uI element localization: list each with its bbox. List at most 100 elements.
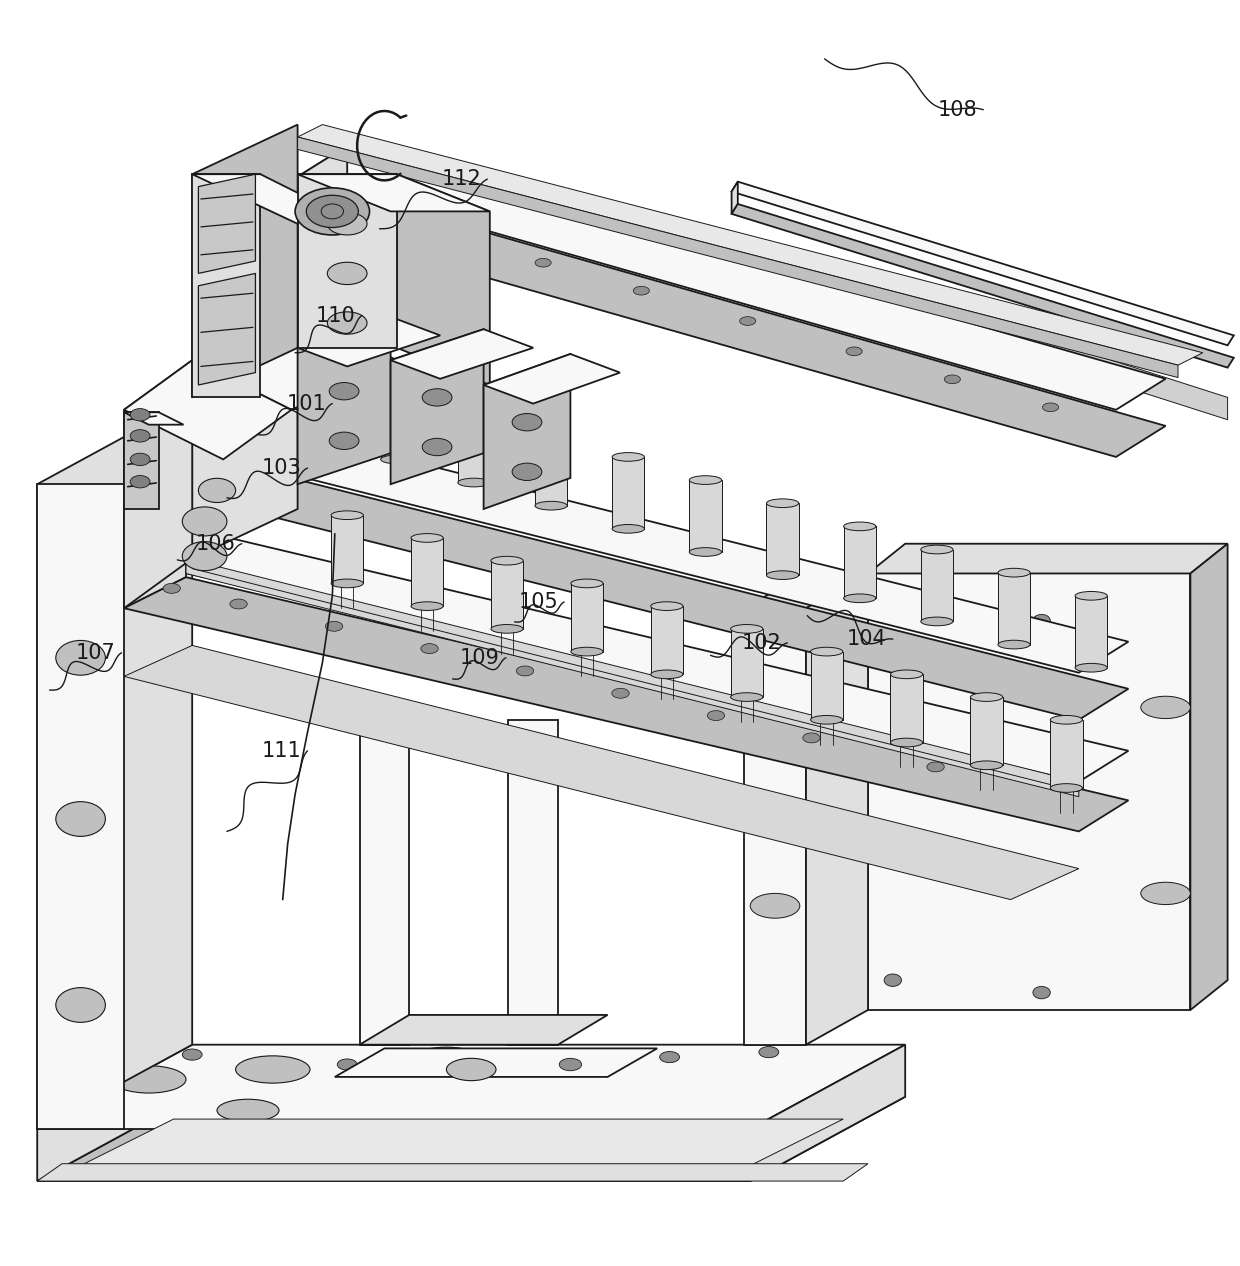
Ellipse shape <box>651 601 683 610</box>
Polygon shape <box>868 543 1228 573</box>
Ellipse shape <box>182 506 227 536</box>
Ellipse shape <box>759 1047 779 1057</box>
Polygon shape <box>192 466 1128 720</box>
Polygon shape <box>360 720 409 1044</box>
Ellipse shape <box>766 571 799 580</box>
Ellipse shape <box>1075 591 1107 600</box>
Polygon shape <box>868 573 1190 1010</box>
Ellipse shape <box>446 1058 496 1081</box>
Text: 103: 103 <box>262 458 301 479</box>
Ellipse shape <box>570 647 603 656</box>
Ellipse shape <box>306 195 358 228</box>
Polygon shape <box>360 1015 608 1044</box>
Ellipse shape <box>998 641 1030 649</box>
Ellipse shape <box>1033 986 1050 999</box>
Polygon shape <box>298 146 347 224</box>
Ellipse shape <box>56 641 105 675</box>
Polygon shape <box>37 1096 905 1181</box>
Ellipse shape <box>329 382 360 400</box>
Polygon shape <box>298 146 1166 410</box>
Ellipse shape <box>1033 614 1050 627</box>
Polygon shape <box>744 573 868 608</box>
Polygon shape <box>331 515 363 584</box>
Ellipse shape <box>512 414 542 430</box>
Ellipse shape <box>1141 882 1190 905</box>
Polygon shape <box>198 175 255 273</box>
Ellipse shape <box>611 689 629 699</box>
Polygon shape <box>732 181 738 214</box>
Polygon shape <box>298 316 440 366</box>
Ellipse shape <box>730 693 763 701</box>
Ellipse shape <box>327 262 367 285</box>
Ellipse shape <box>491 624 523 633</box>
Ellipse shape <box>613 524 645 533</box>
Ellipse shape <box>420 643 438 653</box>
Polygon shape <box>124 413 159 509</box>
Ellipse shape <box>331 579 363 587</box>
Ellipse shape <box>458 479 490 487</box>
Ellipse shape <box>689 476 722 485</box>
Ellipse shape <box>750 894 800 918</box>
Polygon shape <box>391 329 484 484</box>
Ellipse shape <box>739 316 755 325</box>
Text: 109: 109 <box>460 648 500 667</box>
Ellipse shape <box>381 454 413 463</box>
Polygon shape <box>744 608 806 1044</box>
Ellipse shape <box>811 715 843 724</box>
Text: 111: 111 <box>262 741 301 761</box>
Ellipse shape <box>327 311 367 334</box>
Text: 104: 104 <box>847 629 887 649</box>
Polygon shape <box>570 584 603 652</box>
Ellipse shape <box>548 1050 593 1072</box>
Polygon shape <box>484 354 570 509</box>
Ellipse shape <box>198 479 236 503</box>
Ellipse shape <box>112 1066 186 1093</box>
Ellipse shape <box>182 1050 202 1060</box>
Polygon shape <box>192 124 298 398</box>
Polygon shape <box>843 527 875 599</box>
Text: 105: 105 <box>518 592 558 611</box>
Polygon shape <box>298 192 1166 457</box>
Ellipse shape <box>921 546 954 553</box>
Ellipse shape <box>634 286 650 295</box>
Polygon shape <box>186 558 1079 796</box>
Polygon shape <box>37 400 192 1129</box>
Ellipse shape <box>321 204 343 219</box>
Ellipse shape <box>56 987 105 1023</box>
Ellipse shape <box>570 579 603 587</box>
Ellipse shape <box>436 230 453 239</box>
Ellipse shape <box>381 384 413 391</box>
Polygon shape <box>335 1048 657 1077</box>
Polygon shape <box>732 181 1234 346</box>
Ellipse shape <box>846 347 862 356</box>
Polygon shape <box>37 1044 192 1181</box>
Ellipse shape <box>1043 403 1059 411</box>
Polygon shape <box>298 175 490 211</box>
Ellipse shape <box>890 670 923 679</box>
Polygon shape <box>192 175 360 224</box>
Polygon shape <box>613 457 645 529</box>
Ellipse shape <box>802 733 820 743</box>
Ellipse shape <box>843 594 875 603</box>
Polygon shape <box>298 316 391 484</box>
Ellipse shape <box>130 453 150 466</box>
Ellipse shape <box>512 463 542 481</box>
Text: 106: 106 <box>196 534 236 553</box>
Ellipse shape <box>921 617 954 625</box>
Text: 108: 108 <box>937 100 977 120</box>
Polygon shape <box>124 528 1128 782</box>
Ellipse shape <box>750 720 800 744</box>
Polygon shape <box>192 310 298 558</box>
Polygon shape <box>890 675 923 743</box>
Ellipse shape <box>766 499 799 508</box>
Polygon shape <box>484 354 620 404</box>
Polygon shape <box>534 434 567 505</box>
Polygon shape <box>37 484 124 1129</box>
Polygon shape <box>766 503 799 575</box>
Polygon shape <box>192 419 1128 672</box>
Polygon shape <box>730 629 763 698</box>
Ellipse shape <box>130 429 150 442</box>
Polygon shape <box>1050 720 1083 787</box>
Ellipse shape <box>613 452 645 461</box>
Ellipse shape <box>491 556 523 565</box>
